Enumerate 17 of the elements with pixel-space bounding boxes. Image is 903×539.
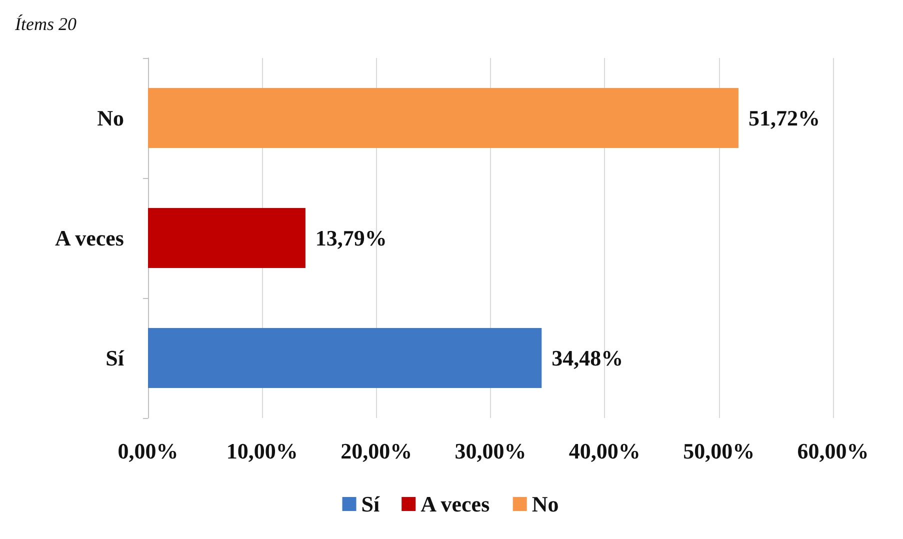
legend-label: A veces [420, 492, 490, 516]
data-label: 51,72% [748, 106, 820, 130]
legend-label: No [532, 492, 559, 516]
x-tick-label: 50,00% [683, 438, 755, 464]
legend-label: Sí [361, 492, 380, 516]
data-label: 34,48% [552, 346, 624, 370]
chart-title: Ítems 20 [14, 14, 76, 34]
x-tick-label: 10,00% [226, 438, 298, 464]
x-tick-label: 0,00% [118, 438, 178, 464]
data-label: 13,79% [315, 226, 387, 250]
x-tick-label: 60,00% [797, 438, 869, 464]
x-tick-label: 40,00% [568, 438, 640, 464]
x-tick-label: 20,00% [340, 438, 412, 464]
y-tick-label: Sí [106, 346, 125, 370]
y-tick-label: No [97, 106, 124, 130]
x-tick-label: 30,00% [454, 438, 526, 464]
y-tick-label: A veces [54, 226, 124, 250]
